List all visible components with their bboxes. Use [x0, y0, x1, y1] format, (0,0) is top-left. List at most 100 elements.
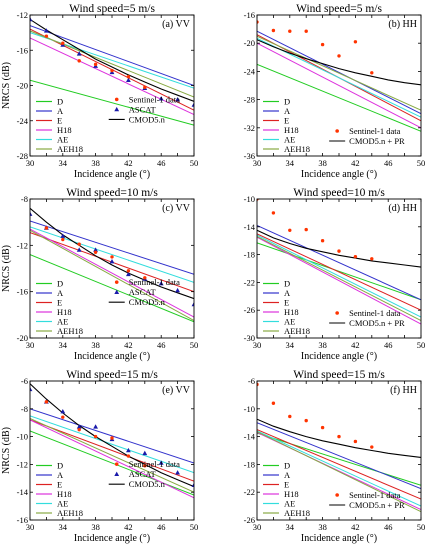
- sentinel-point: [353, 254, 358, 259]
- series-line-a: [257, 30, 421, 115]
- series-line-ae: [257, 430, 421, 507]
- x-tick-label: 50: [417, 340, 426, 350]
- legend-sentinel-marker: [114, 280, 119, 284]
- y-tick-label: -16: [17, 45, 28, 55]
- sentinel-point: [143, 276, 147, 280]
- cmod-line: [257, 418, 421, 458]
- sentinel-point: [271, 28, 276, 33]
- ascat-point: [109, 258, 115, 264]
- legend-label-aeh18: AEH18: [284, 144, 310, 154]
- series-line-a: [30, 220, 194, 275]
- ascat-point: [93, 424, 98, 429]
- sentinel-point: [126, 74, 131, 79]
- series-line-aeh18: [257, 35, 421, 111]
- sentinel-point: [370, 445, 374, 449]
- sentinel-point: [353, 439, 358, 444]
- sentinel-point: [370, 257, 374, 261]
- y-tick-label: -36: [244, 151, 255, 161]
- x-tick-label: 38: [318, 522, 327, 532]
- panel-e: Wind speed=15 m/s 30 34 38 42 46 50 -16 -14 -12 -1…: [1, 369, 198, 544]
- series-line-e: [257, 429, 421, 500]
- legend-label-aeh18: AEH18: [57, 144, 83, 154]
- series-line-aeh18: [30, 30, 194, 98]
- legend-label-d: D: [57, 461, 63, 471]
- y-tick-label: -12: [17, 10, 28, 20]
- sentinel-point: [143, 85, 147, 89]
- legend-label-aeh18: AEH18: [57, 326, 83, 336]
- series-line-h18: [257, 236, 421, 325]
- sentinel-point: [110, 436, 114, 440]
- series-line-aeh18: [30, 229, 194, 322]
- ascat-point: [142, 450, 148, 456]
- y-tick-label: -16: [17, 287, 28, 297]
- x-tick-label: 42: [124, 522, 133, 532]
- legend-label-ascat: ASCAT: [129, 104, 157, 114]
- series-line-a: [30, 408, 194, 464]
- legend-label-e: E: [57, 298, 62, 308]
- ascat-point: [175, 287, 180, 293]
- legend-label-ae: AE: [57, 135, 68, 145]
- y-tick-label: -14: [244, 432, 256, 442]
- sentinel-point: [126, 269, 131, 273]
- sentinel-point: [271, 401, 276, 405]
- series-line-d: [257, 432, 421, 486]
- series-line-e: [30, 419, 194, 482]
- sentinel-point: [304, 29, 308, 33]
- y-axis-label: NRCS (dB): [1, 427, 12, 474]
- panel-b: Wind speed=5 m/s 30 34 38 42 46 50 -36 -32 -28 -24…: [244, 3, 426, 180]
- series-line-h18: [30, 419, 194, 499]
- ascat-point: [30, 211, 33, 216]
- legend-label-e: E: [57, 480, 62, 490]
- legend-label-aeh18: AEH18: [284, 326, 310, 336]
- legend-label-sentinel: Sentinel-1 data: [349, 490, 400, 500]
- x-tick-label: 34: [286, 158, 295, 168]
- series-lines: [30, 383, 194, 499]
- x-tick-label: 34: [59, 158, 68, 168]
- sentinel-point: [77, 59, 81, 63]
- ascat-point: [126, 271, 131, 277]
- y-tick-label: -20: [17, 333, 28, 343]
- legend-label-e: E: [57, 116, 62, 126]
- legend-label-cmod: CMOD5.n + PR: [349, 318, 405, 328]
- y-tick-label: -20: [17, 81, 28, 91]
- sentinel-point: [126, 454, 131, 458]
- ascat-point: [60, 408, 66, 414]
- legend-label-a: A: [57, 106, 64, 116]
- panel-a: Wind speed=5 m/s 30 34 38 42 46 50 -28 -24 -20 -16…: [1, 3, 198, 180]
- sentinel-point: [77, 427, 81, 432]
- panel-label: (b) HH: [388, 19, 417, 30]
- y-tick-label: -24: [17, 116, 29, 126]
- ascat-point: [158, 96, 164, 101]
- sentinel-point: [288, 228, 292, 232]
- legend-ascat-marker: [114, 289, 120, 294]
- legend-label-ascat: ASCAT: [129, 469, 157, 479]
- ascat-point: [76, 51, 82, 56]
- cmod-line: [30, 207, 194, 300]
- sentinel-point: [61, 415, 65, 419]
- x-tick-label: 42: [124, 158, 133, 168]
- legend-label-aeh18: AEH18: [57, 508, 83, 518]
- x-tick-label: 38: [318, 340, 327, 350]
- legend-label-d: D: [57, 279, 63, 289]
- x-axis-label: Incidence angle (°): [301, 533, 377, 544]
- x-tick-label: 46: [384, 522, 393, 532]
- x-tick-label: 50: [190, 340, 199, 350]
- ascat-point: [76, 424, 82, 429]
- legend-label-d: D: [284, 97, 290, 107]
- series-lines: [30, 207, 194, 323]
- ascat-point: [30, 386, 33, 392]
- cmod-line: [257, 39, 421, 86]
- sentinel-point: [320, 239, 325, 243]
- x-tick-label: 42: [351, 340, 360, 350]
- x-tick-label: 46: [157, 340, 166, 350]
- y-tick-label: -32: [244, 123, 255, 133]
- legend-label-sentinel: Sentinel-1 data: [129, 459, 180, 469]
- series-line-d: [257, 242, 421, 301]
- panel-label: (c) VV: [162, 203, 191, 214]
- ascat-point: [76, 247, 82, 252]
- legend-sentinel-marker: [335, 493, 339, 497]
- legend-label-ae: AE: [57, 499, 68, 509]
